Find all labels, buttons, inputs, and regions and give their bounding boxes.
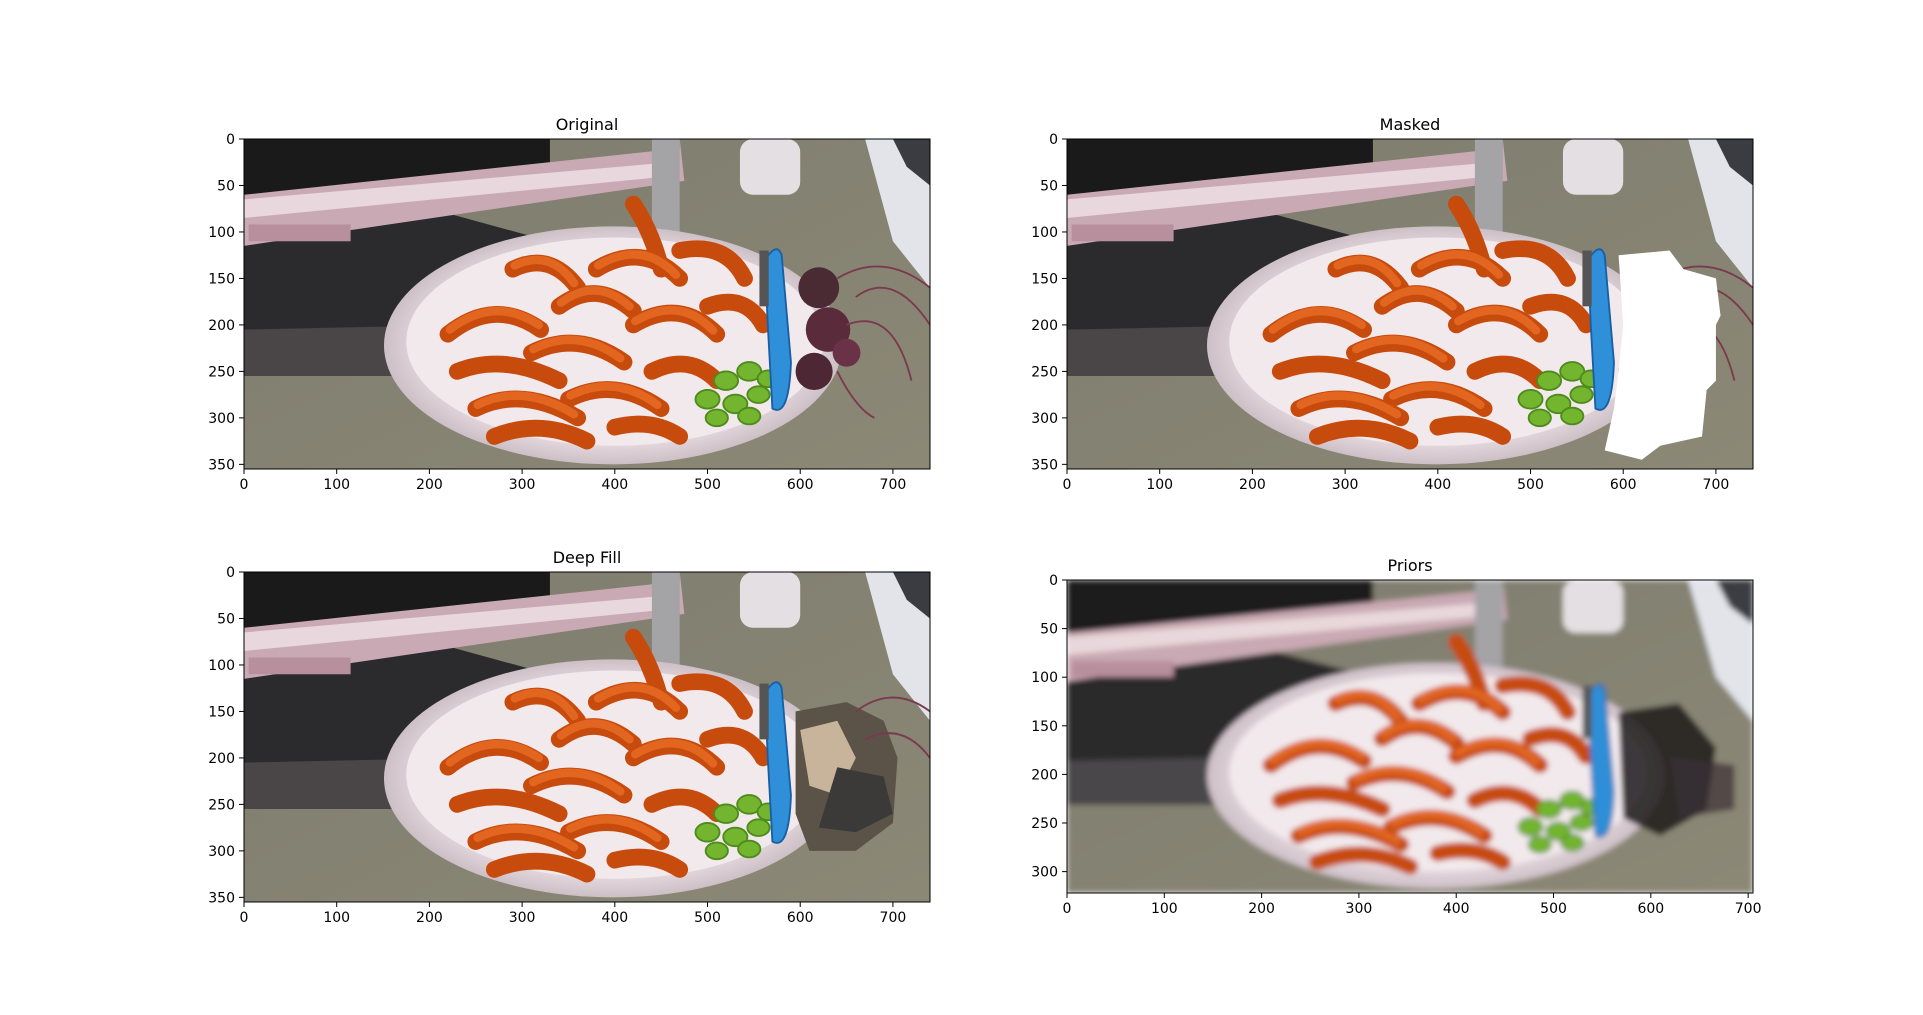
x-tick-label: 700	[1703, 477, 1730, 493]
x-tick-label: 0	[1063, 477, 1072, 493]
x-tick-label: 600	[1610, 477, 1637, 493]
panel-title-deep-fill: Deep Fill	[553, 548, 622, 567]
x-tick-label: 700	[880, 477, 907, 493]
y-tick-label: 150	[208, 704, 235, 720]
image-deep-fill	[244, 572, 930, 902]
y-tick-label: 100	[208, 225, 235, 241]
x-tick-label: 400	[601, 910, 628, 926]
y-tick-label: 0	[226, 132, 235, 148]
x-tick-label: 300	[509, 910, 536, 926]
y-tick-label: 300	[1031, 411, 1058, 427]
x-tick-label: 700	[880, 910, 907, 926]
y-tick-label: 200	[208, 751, 235, 767]
y-tick-label: 0	[226, 565, 235, 581]
panel-priors: Priors 0 100 200 300 400 500 600 700 0 50 100 150 2…	[1031, 556, 1761, 917]
y-tick-label: 100	[1031, 670, 1058, 686]
y-tick-label: 300	[1031, 865, 1058, 881]
x-tick-label: 500	[694, 477, 721, 493]
x-tick-label: 400	[1424, 477, 1451, 493]
y-tick-label: 50	[217, 611, 235, 627]
panel-original: Original 0 100 200 300 400 500 600 700 0 50 100 15…	[208, 115, 931, 493]
y-tick-label: 50	[1040, 178, 1058, 194]
x-tick-label: 400	[601, 477, 628, 493]
x-tick-label: 200	[416, 910, 443, 926]
x-tick-label: 500	[1517, 477, 1544, 493]
x-tick-label: 100	[1146, 477, 1173, 493]
image-masked	[1067, 139, 1753, 469]
y-tick-label: 200	[1031, 318, 1058, 334]
y-tick-label: 150	[1031, 719, 1058, 735]
image-priors	[1067, 580, 1753, 893]
y-tick-label: 50	[1040, 622, 1058, 638]
x-tick-label: 0	[240, 910, 249, 926]
y-tick-label: 300	[208, 844, 235, 860]
y-tick-label: 300	[208, 411, 235, 427]
y-tick-label: 250	[1031, 816, 1058, 832]
y-tick-label: 0	[1049, 573, 1058, 589]
panel-masked: Masked 0 100 200 300 400 500 600 700 0 50 100 150 2…	[1031, 115, 1754, 493]
x-tick-label: 600	[787, 910, 814, 926]
y-tick-label: 100	[208, 658, 235, 674]
y-tick-label: 0	[1049, 132, 1058, 148]
x-tick-label: 300	[1346, 901, 1373, 917]
y-tick-label: 200	[1031, 767, 1058, 783]
x-tick-label: 200	[416, 477, 443, 493]
panel-title-masked: Masked	[1380, 115, 1441, 134]
x-tick-label: 200	[1248, 901, 1275, 917]
x-tick-label: 600	[787, 477, 814, 493]
x-tick-label: 700	[1735, 901, 1762, 917]
y-tick-label: 250	[208, 797, 235, 813]
image-original	[244, 139, 930, 469]
x-tick-label: 500	[694, 910, 721, 926]
x-tick-label: 300	[509, 477, 536, 493]
x-tick-label: 0	[240, 477, 249, 493]
y-tick-label: 250	[1031, 364, 1058, 380]
panel-title-original: Original	[556, 115, 619, 134]
x-tick-label: 100	[323, 910, 350, 926]
y-tick-label: 350	[1031, 457, 1058, 473]
y-tick-label: 200	[208, 318, 235, 334]
x-tick-label: 200	[1239, 477, 1266, 493]
y-tick-label: 100	[1031, 225, 1058, 241]
x-tick-label: 0	[1063, 901, 1072, 917]
y-tick-label: 350	[208, 457, 235, 473]
y-tick-label: 150	[1031, 271, 1058, 287]
x-tick-label: 300	[1332, 477, 1359, 493]
y-tick-label: 150	[208, 271, 235, 287]
x-tick-label: 100	[323, 477, 350, 493]
x-tick-label: 500	[1540, 901, 1567, 917]
x-tick-label: 100	[1151, 901, 1178, 917]
x-tick-label: 600	[1637, 901, 1664, 917]
y-tick-label: 350	[208, 890, 235, 906]
panel-title-priors: Priors	[1387, 556, 1432, 575]
x-tick-label: 400	[1443, 901, 1470, 917]
y-tick-label: 50	[217, 178, 235, 194]
panel-deep-fill: Deep Fill 0 100 200 300 400 500 600 700 0 50 100 1…	[208, 548, 931, 926]
y-tick-label: 250	[208, 364, 235, 380]
